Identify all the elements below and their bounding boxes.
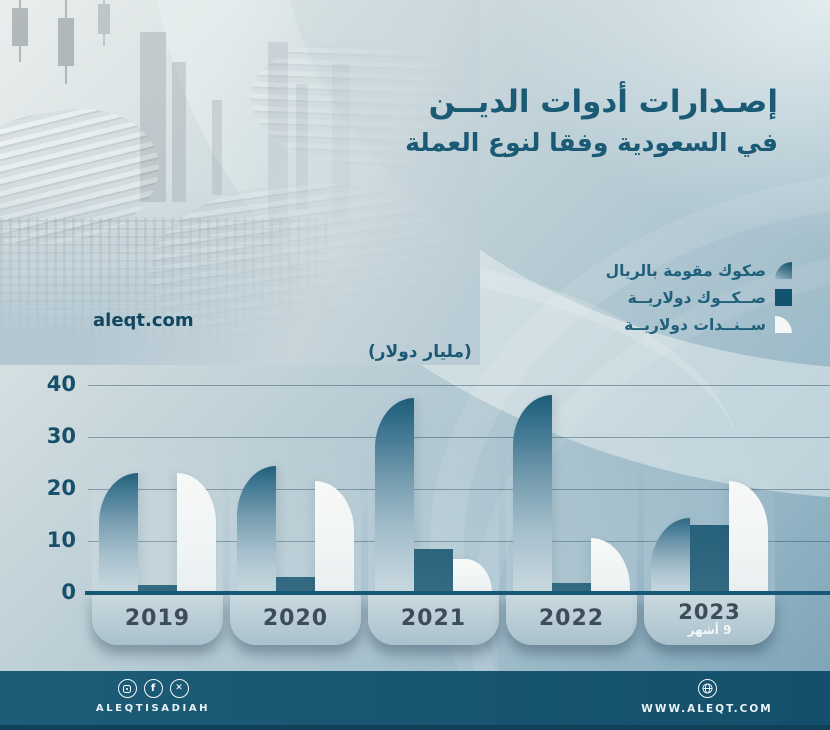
footer-website-block: WWW.ALEQT.COM xyxy=(641,679,773,715)
gridline-30 xyxy=(88,437,830,438)
bar-usd-sukuk-2020 xyxy=(276,577,315,593)
legend-item-riyal-sukuk: صكوك مقومة بالريال xyxy=(606,257,792,284)
coin-stack xyxy=(144,174,451,361)
bar-usd-sukuk-2019 xyxy=(138,585,177,593)
y-axis-tick: 10 xyxy=(46,528,76,552)
footer-bar: f ✕ ALEQTISADIAH WWW.ALEQT.COM xyxy=(0,671,830,730)
legend-label: صــكــوك دولاريــة xyxy=(627,288,766,307)
candlestick-icon xyxy=(12,0,28,62)
x-axis-label: 2022 xyxy=(538,606,605,632)
page-title: إصـدارات أدوات الديــن في السعودية وفقا … xyxy=(405,84,778,157)
bar-usd-sukuk-2021 xyxy=(414,548,453,593)
title-line-2: في السعودية وفقا لنوع العملة xyxy=(405,128,778,157)
website-url[interactable]: WWW.ALEQT.COM xyxy=(641,703,773,715)
gridline-10 xyxy=(88,541,830,542)
source-watermark[interactable]: aleqt.com xyxy=(93,310,194,331)
x-axis-baseline xyxy=(85,591,830,595)
facebook-icon[interactable]: f xyxy=(143,679,163,698)
bar-usd-sukuk-2023 xyxy=(690,525,729,593)
bar-riyal-sukuk-2019 xyxy=(99,473,138,593)
finance-photo-montage xyxy=(0,0,480,365)
footer-social-block: f ✕ ALEQTISADIAH xyxy=(95,679,211,714)
legend-swatch-usd-bonds xyxy=(775,316,792,333)
legend-item-usd-bonds: ســنــدات دولاريــة xyxy=(606,311,792,338)
x-axis-label: 2021 xyxy=(400,606,467,632)
skyscraper-silhouette xyxy=(332,64,350,224)
footer-bottom-strip xyxy=(0,725,830,730)
title-line-1: إصـدارات أدوات الديــن xyxy=(428,84,778,120)
bar-riyal-sukuk-2020 xyxy=(237,465,276,593)
bar-chart-plot-area: 2019 2020 2021 xyxy=(85,385,830,645)
x-axis-pedestal-2019: 2019 xyxy=(92,443,223,645)
skyscraper-silhouette xyxy=(140,32,166,202)
bar-usd-sukuk-2022 xyxy=(552,582,591,593)
x-axis-sublabel-9-months: 9 أشهر xyxy=(687,622,732,637)
bar-usd-bonds-2021 xyxy=(453,559,492,593)
y-axis-tick: 20 xyxy=(46,476,76,500)
x-axis-pedestal-2021: 2021 xyxy=(368,443,499,645)
bar-usd-bonds-2023 xyxy=(729,481,768,593)
x-axis-pedestal-2022: 2022 xyxy=(506,443,637,645)
bar-riyal-sukuk-2023 xyxy=(651,517,690,593)
legend-label: صكوك مقومة بالريال xyxy=(605,261,766,280)
bar-usd-bonds-2020 xyxy=(315,481,354,593)
globe-icon xyxy=(697,679,717,698)
legend-swatch-usd-sukuk xyxy=(775,289,792,306)
x-axis-pedestal-2023: 2023 9 أشهر xyxy=(644,443,775,645)
coin-stack xyxy=(0,95,170,259)
y-axis-tick: 0 xyxy=(61,580,76,604)
bar-riyal-sukuk-2022 xyxy=(513,395,552,593)
x-axis-label: 2023 xyxy=(678,599,741,624)
x-axis-label: 2020 xyxy=(262,606,329,632)
x-axis-pedestal-2020: 2020 xyxy=(230,443,361,645)
instagram-icon[interactable] xyxy=(117,679,137,698)
y-axis-tick: 40 xyxy=(46,372,76,396)
candlestick-icon xyxy=(98,0,110,46)
bar-riyal-sukuk-2021 xyxy=(375,398,414,593)
legend-label: ســنــدات دولاريــة xyxy=(624,315,766,334)
legend-swatch-riyal-sukuk xyxy=(775,262,792,279)
candlestick-icon xyxy=(58,0,74,84)
gridline-20 xyxy=(88,489,830,490)
city-texture xyxy=(0,218,330,358)
social-handle: ALEQTISADIAH xyxy=(95,703,211,714)
x-icon[interactable]: ✕ xyxy=(169,679,189,698)
y-axis-tick: 30 xyxy=(46,424,76,448)
x-axis-label: 2019 xyxy=(124,606,191,632)
bar-usd-bonds-2022 xyxy=(591,538,630,593)
skyscraper-silhouette xyxy=(212,100,222,195)
chart-legend: صكوك مقومة بالريال صــكــوك دولاريــة سـ… xyxy=(606,257,792,338)
legend-item-usd-sukuk: صــكــوك دولاريــة xyxy=(606,284,792,311)
gridline-40 xyxy=(88,385,830,386)
skyscraper-silhouette xyxy=(296,84,308,209)
bar-usd-bonds-2019 xyxy=(177,473,216,593)
unit-label: (مليار دولار) xyxy=(368,342,472,362)
skyscraper-silhouette xyxy=(172,62,186,202)
skyscraper-silhouette xyxy=(268,42,288,242)
